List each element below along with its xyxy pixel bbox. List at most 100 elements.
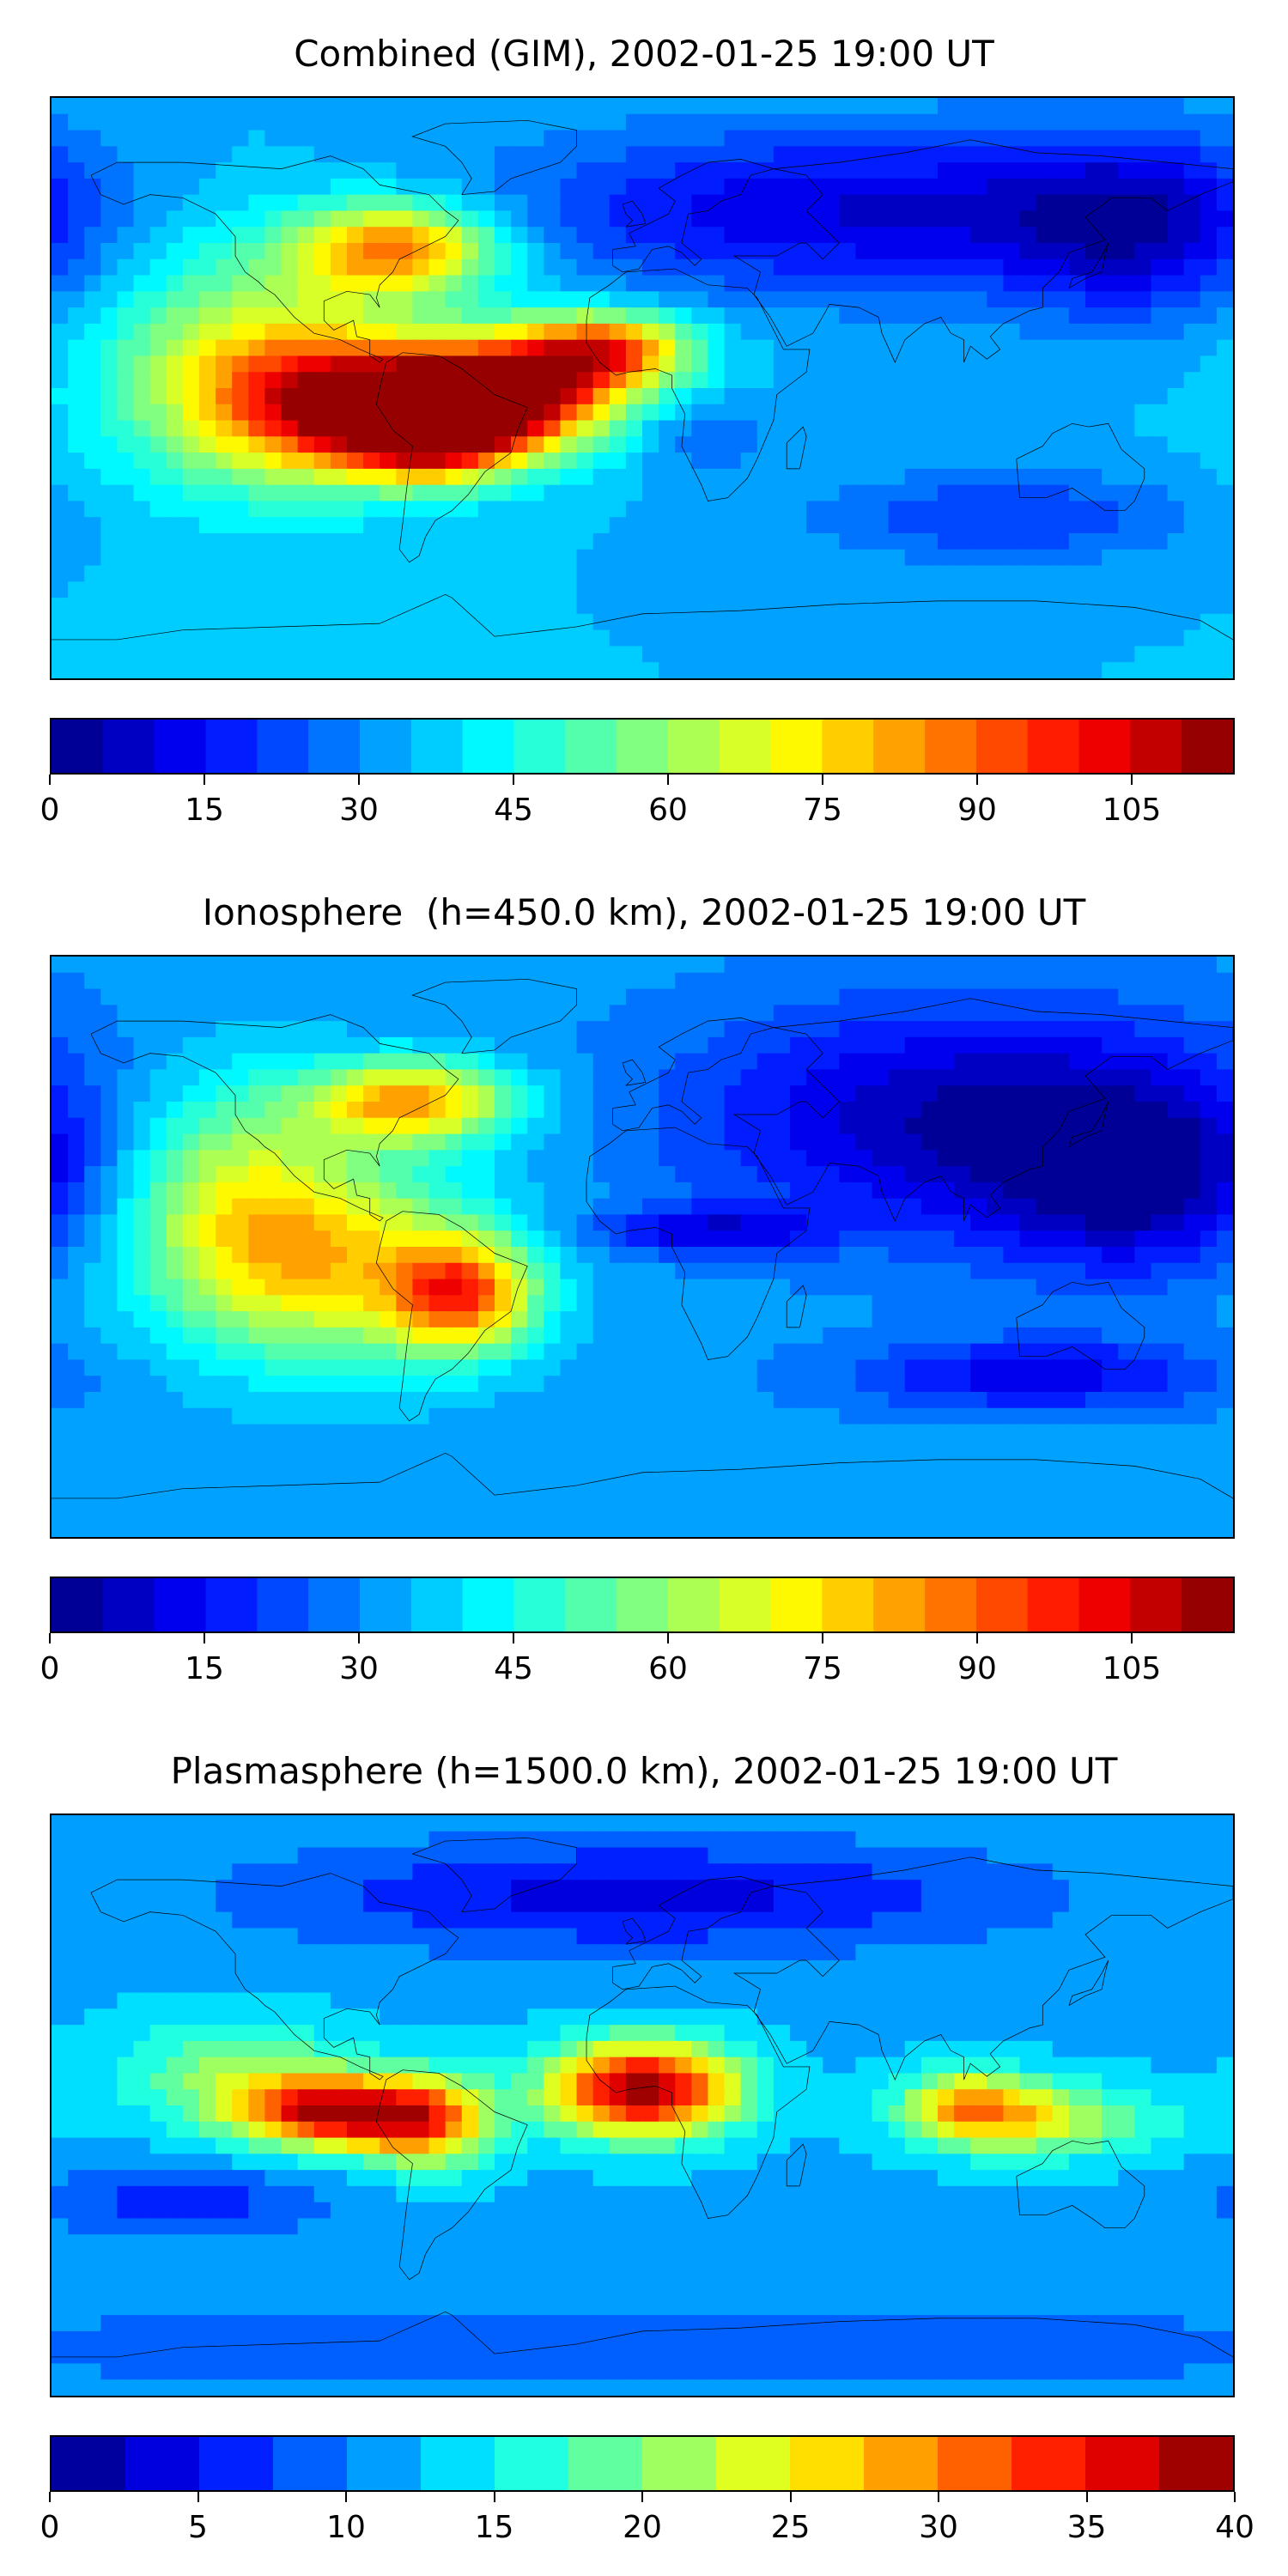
heatmap-cell bbox=[625, 1279, 644, 1297]
heatmap-cell bbox=[904, 1392, 923, 1409]
heatmap-cell bbox=[1183, 1424, 1201, 1442]
heatmap-cell bbox=[100, 1279, 118, 1297]
heatmap-cell bbox=[1052, 646, 1071, 664]
heatmap-cell bbox=[790, 1262, 808, 1280]
heatmap-cell bbox=[888, 1230, 906, 1249]
heatmap-cell bbox=[1068, 1295, 1087, 1313]
heatmap-cell bbox=[987, 988, 1005, 1006]
heatmap-cell bbox=[839, 291, 857, 309]
heatmap-cell bbox=[347, 1198, 365, 1216]
heatmap-cell bbox=[888, 178, 906, 196]
heatmap-cell bbox=[412, 1021, 430, 1039]
heatmap-cell bbox=[445, 1021, 463, 1039]
heatmap-cell bbox=[625, 130, 644, 148]
heatmap-cell bbox=[68, 339, 86, 357]
heatmap-cell bbox=[216, 1279, 234, 1297]
heatmap-cell bbox=[1052, 549, 1071, 567]
heatmap-cell bbox=[1118, 1359, 1136, 1377]
heatmap-cell bbox=[675, 98, 693, 115]
heatmap-cell bbox=[412, 420, 430, 438]
heatmap-cell bbox=[839, 1407, 857, 1425]
heatmap-cell bbox=[1183, 1376, 1201, 1394]
heatmap-cell bbox=[872, 162, 890, 180]
heatmap-cell bbox=[872, 194, 890, 212]
heatmap-cell bbox=[920, 1085, 939, 1103]
heatmap-cell bbox=[970, 1424, 988, 1442]
heatmap-cell bbox=[659, 613, 677, 631]
heatmap-cell bbox=[461, 581, 480, 599]
heatmap-cell bbox=[938, 1247, 956, 1264]
heatmap-cell bbox=[1200, 339, 1218, 357]
heatmap-cell bbox=[1068, 178, 1087, 196]
heatmap-cell bbox=[445, 1279, 463, 1297]
heatmap-cell bbox=[1183, 194, 1201, 212]
heatmap-cell bbox=[1151, 194, 1169, 212]
heatmap-cell bbox=[576, 613, 594, 631]
heatmap-cell bbox=[133, 210, 151, 228]
heatmap-cell bbox=[773, 323, 792, 341]
heatmap-cell bbox=[773, 243, 792, 260]
heatmap-cell bbox=[281, 1359, 299, 1377]
heatmap-cell bbox=[380, 1472, 398, 1490]
heatmap-cell bbox=[920, 1424, 939, 1442]
heatmap-cell bbox=[182, 1295, 201, 1313]
heatmap-cell bbox=[592, 1069, 611, 1087]
heatmap-cell bbox=[428, 453, 447, 471]
heatmap-cell bbox=[756, 662, 775, 678]
heatmap-cell bbox=[264, 130, 283, 148]
heatmap-cell bbox=[248, 1085, 266, 1103]
heatmap-cell bbox=[182, 581, 201, 599]
heatmap-cell bbox=[495, 1456, 513, 1474]
heatmap-cell bbox=[264, 988, 283, 1006]
heatmap-cell bbox=[313, 1150, 332, 1168]
heatmap-cell bbox=[216, 646, 234, 664]
heatmap-cell bbox=[920, 484, 939, 502]
heatmap-cell bbox=[855, 565, 873, 583]
heatmap-cell bbox=[1085, 1327, 1103, 1345]
heatmap-cell bbox=[806, 957, 824, 974]
heatmap-cell bbox=[1068, 1036, 1087, 1054]
heatmap-cell bbox=[790, 1117, 808, 1135]
heatmap-cell bbox=[659, 1440, 677, 1458]
heatmap-cell bbox=[1068, 291, 1087, 309]
heatmap-cell bbox=[872, 1456, 890, 1474]
heatmap-cell bbox=[166, 1102, 185, 1119]
heatmap-cell bbox=[938, 1053, 956, 1071]
heatmap-cell bbox=[117, 1150, 135, 1168]
heatmap-cell bbox=[1118, 113, 1136, 131]
heatmap-cell bbox=[527, 453, 545, 471]
heatmap-cell bbox=[691, 339, 709, 357]
heatmap-cell bbox=[888, 291, 906, 309]
heatmap-cell bbox=[68, 1053, 86, 1071]
heatmap-cell bbox=[609, 1392, 628, 1409]
heatmap-cell bbox=[1216, 1133, 1233, 1151]
heatmap-cell bbox=[281, 162, 299, 180]
heatmap-cell bbox=[839, 1214, 857, 1232]
heatmap-cell bbox=[477, 1150, 496, 1168]
heatmap-cell bbox=[396, 1472, 414, 1490]
heatmap-cell bbox=[428, 130, 447, 148]
heatmap-cell bbox=[495, 210, 513, 228]
heatmap-cell bbox=[872, 275, 890, 293]
heatmap-cell bbox=[445, 1166, 463, 1184]
heatmap-cell bbox=[477, 1295, 496, 1313]
heatmap-cell bbox=[461, 1247, 480, 1264]
heatmap-cell bbox=[740, 1407, 758, 1425]
heatmap-cell bbox=[592, 355, 611, 374]
heatmap-cell bbox=[1134, 501, 1152, 519]
heatmap-cell bbox=[330, 1279, 349, 1297]
heatmap-cell bbox=[1102, 581, 1120, 599]
heatmap-cell bbox=[823, 258, 841, 276]
heatmap-cell bbox=[592, 1133, 611, 1151]
heatmap-cell bbox=[380, 598, 398, 616]
heatmap-cell bbox=[938, 646, 956, 664]
heatmap-cell bbox=[527, 291, 545, 309]
heatmap-cell bbox=[477, 243, 496, 260]
heatmap-cell bbox=[216, 484, 234, 502]
heatmap-cell bbox=[313, 1456, 332, 1474]
heatmap-cell bbox=[117, 1440, 135, 1458]
heatmap-cell bbox=[477, 436, 496, 454]
heatmap-cell bbox=[920, 1230, 939, 1249]
heatmap-cell bbox=[954, 420, 972, 438]
heatmap-cell bbox=[987, 646, 1005, 664]
